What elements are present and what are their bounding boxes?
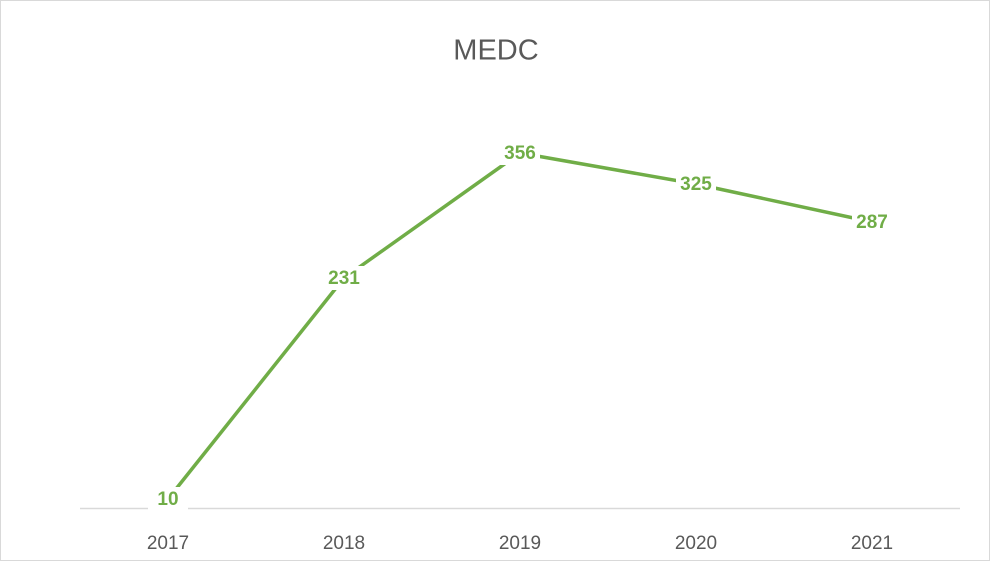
data-label-bg (324, 266, 364, 290)
data-label-bg (148, 487, 188, 511)
data-label-bg (676, 172, 716, 196)
data-label-bg (500, 141, 540, 165)
data-label: 356 (504, 143, 536, 164)
x-tick-label: 2020 (675, 533, 717, 554)
x-tick-label: 2021 (851, 533, 893, 554)
data-label-bg (852, 210, 892, 234)
data-label: 325 (680, 174, 712, 195)
data-label: 287 (856, 212, 888, 233)
chart-title: MEDC (453, 35, 538, 67)
x-tick-label: 2019 (499, 533, 541, 554)
data-label: 231 (328, 268, 360, 289)
data-label: 10 (157, 489, 178, 510)
x-tick-label: 2017 (147, 533, 189, 554)
x-tick-label: 2018 (323, 533, 365, 554)
